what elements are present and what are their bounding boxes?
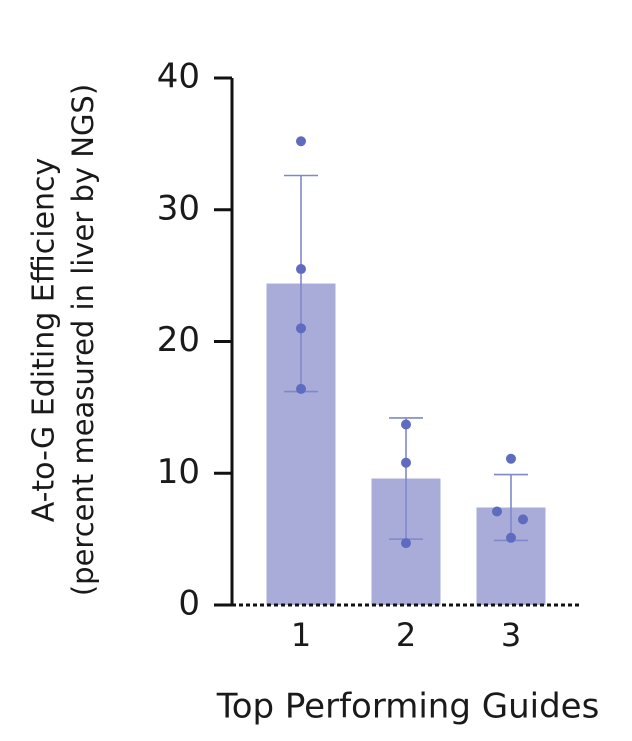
y-tick-label: 30 bbox=[157, 188, 200, 228]
data-point bbox=[296, 136, 306, 147]
data-point bbox=[506, 453, 516, 464]
data-point bbox=[401, 538, 411, 549]
data-point bbox=[296, 264, 306, 275]
data-point bbox=[506, 532, 516, 543]
data-point bbox=[296, 323, 306, 334]
x-tick-label: 3 bbox=[501, 616, 521, 654]
x-axis-label: Top Performing Guides bbox=[216, 687, 600, 727]
y-tick-label: 20 bbox=[157, 320, 200, 360]
y-tick-label: 10 bbox=[157, 452, 200, 492]
y-tick-label: 40 bbox=[157, 57, 200, 97]
x-tick-label: 2 bbox=[396, 616, 416, 654]
data-point bbox=[492, 506, 502, 517]
data-point bbox=[518, 514, 528, 525]
data-point bbox=[401, 419, 411, 430]
y-axis-label: A-to-G Editing Efficiency bbox=[27, 158, 62, 523]
x-tick-label: 1 bbox=[291, 616, 311, 654]
y-axis-label: (percent measured in liver by NGS) bbox=[66, 84, 100, 596]
y-tick-label: 0 bbox=[178, 584, 200, 624]
data-point bbox=[401, 457, 411, 468]
data-point bbox=[296, 383, 306, 394]
